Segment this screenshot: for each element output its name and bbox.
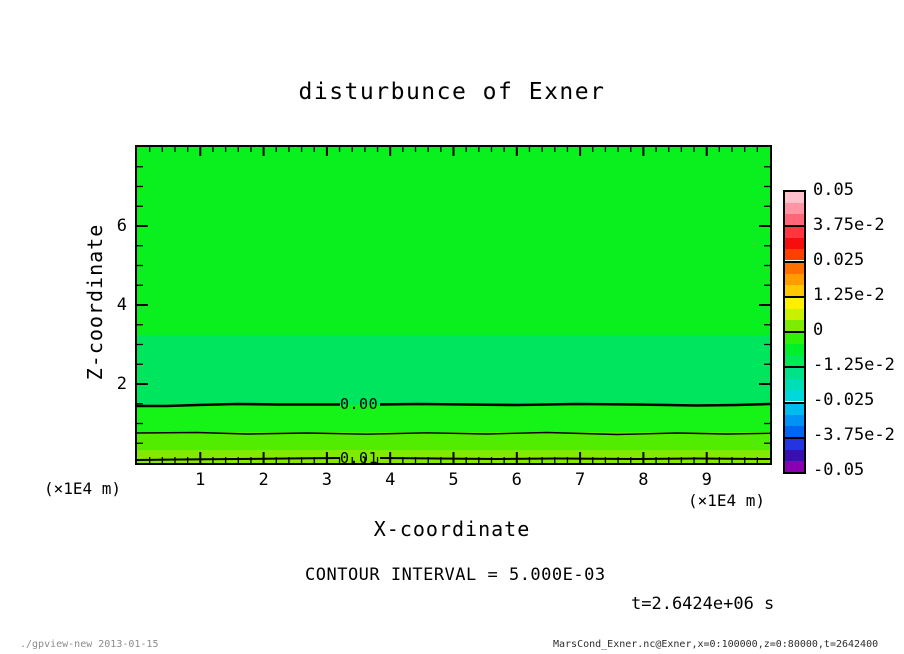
plot-title: disturbunce of Exner xyxy=(298,79,606,105)
colorbar-segment xyxy=(785,225,804,261)
tone-band xyxy=(137,432,770,451)
y-tick-label: 6 xyxy=(116,216,127,236)
colorbar-color-band xyxy=(785,249,804,261)
contour-line-0.01 xyxy=(379,457,770,461)
plot-area: 0.00 0.01 xyxy=(135,145,772,467)
colorbar-color-band xyxy=(785,425,804,437)
contour-line-0.01 xyxy=(137,457,341,461)
colorbar-tick-label: -0.05 xyxy=(813,460,865,480)
colorbar-tick-label: -1.25e-2 xyxy=(813,355,895,375)
colorbar-color-band xyxy=(785,414,804,426)
axis-ticks xyxy=(137,147,770,463)
footer-file-info: MarsCond_Exner.nc@Exner,x=0:100000,z=0:8… xyxy=(553,639,879,650)
contour-line-0.00 xyxy=(137,402,340,408)
colorbar-color-band xyxy=(785,319,804,331)
colorbar-color-band xyxy=(785,192,804,204)
tone-shading-bands xyxy=(137,147,770,463)
x-tick-label: 3 xyxy=(321,470,333,490)
footer-program-info: ./gpview-new 2013-01-15 xyxy=(20,639,159,650)
x-tick-label: 1 xyxy=(195,470,206,490)
colorbar-segment xyxy=(785,401,804,437)
colorbar-color-band xyxy=(785,344,804,356)
tone-band xyxy=(137,335,770,406)
colorbar-segment xyxy=(785,436,804,472)
colorbar-segment xyxy=(785,366,804,402)
contour-interval-annotation: CONTOUR INTERVAL = 5.000E-03 xyxy=(305,565,606,585)
contour-line-0.005 xyxy=(137,431,770,436)
colorbar-color-band xyxy=(785,403,804,415)
colorbar-color-band xyxy=(785,203,804,215)
colorbar-color-band xyxy=(785,460,804,472)
x-tick-label: 9 xyxy=(701,470,712,490)
colorbar-color-band xyxy=(785,368,804,380)
colorbar xyxy=(783,190,806,474)
colorbar-color-band xyxy=(785,390,804,402)
x-axis-label: X-coordinate xyxy=(373,517,531,541)
y-tick-label: 2 xyxy=(116,374,127,394)
colorbar-color-band xyxy=(785,355,804,367)
colorbar-color-band xyxy=(785,273,804,285)
x-tick-label: 6 xyxy=(511,470,522,490)
colorbar-color-band xyxy=(785,379,804,391)
colorbar-color-band xyxy=(785,438,804,450)
colorbar-tick-label: -3.75e-2 xyxy=(813,425,895,445)
contour-lines xyxy=(137,402,770,461)
colorbar-segment xyxy=(785,260,804,296)
colorbar-segment xyxy=(785,192,804,226)
tone-band xyxy=(137,404,770,433)
colorbar-tick-label: 0.05 xyxy=(813,180,854,200)
colorbar-tick-label: 0 xyxy=(813,320,824,340)
x-tick-label: 5 xyxy=(448,470,459,490)
colorbar-tick-label: 1.25e-2 xyxy=(813,285,885,305)
x-tick-label: 2 xyxy=(258,470,269,490)
colorbar-color-band xyxy=(785,227,804,239)
x-tick-label: 8 xyxy=(638,470,649,490)
colorbar-color-band xyxy=(785,449,804,461)
y-tick-label: 4 xyxy=(116,295,127,315)
colorbar-tick-label: -0.025 xyxy=(813,390,875,410)
colorbar-segment xyxy=(785,295,804,331)
colorbar-color-band xyxy=(785,214,804,226)
colorbar-color-band xyxy=(785,262,804,274)
colorbar-segment xyxy=(785,331,804,367)
colorbar-color-band xyxy=(785,297,804,309)
contour-line-0.00 xyxy=(379,402,770,407)
tone-band xyxy=(137,147,770,336)
colorbar-tick-label: 3.75e-2 xyxy=(813,215,885,235)
time-annotation: t=2.6424e+06 s xyxy=(631,594,775,614)
x-tick-label: 7 xyxy=(574,470,586,490)
colorbar-color-band xyxy=(785,284,804,296)
y-axis-unit: (×1E4 m) xyxy=(44,479,122,498)
contour-label-0.00: 0.00 xyxy=(340,395,379,413)
colorbar-color-band xyxy=(785,333,804,345)
x-tick-label: 4 xyxy=(385,470,396,490)
colorbar-color-band xyxy=(785,238,804,250)
contour-label-0.01: 0.01 xyxy=(340,449,379,467)
colorbar-color-band xyxy=(785,308,804,320)
x-axis-unit: (×1E4 m) xyxy=(688,491,766,510)
colorbar-tick-label: 0.025 xyxy=(813,250,865,270)
